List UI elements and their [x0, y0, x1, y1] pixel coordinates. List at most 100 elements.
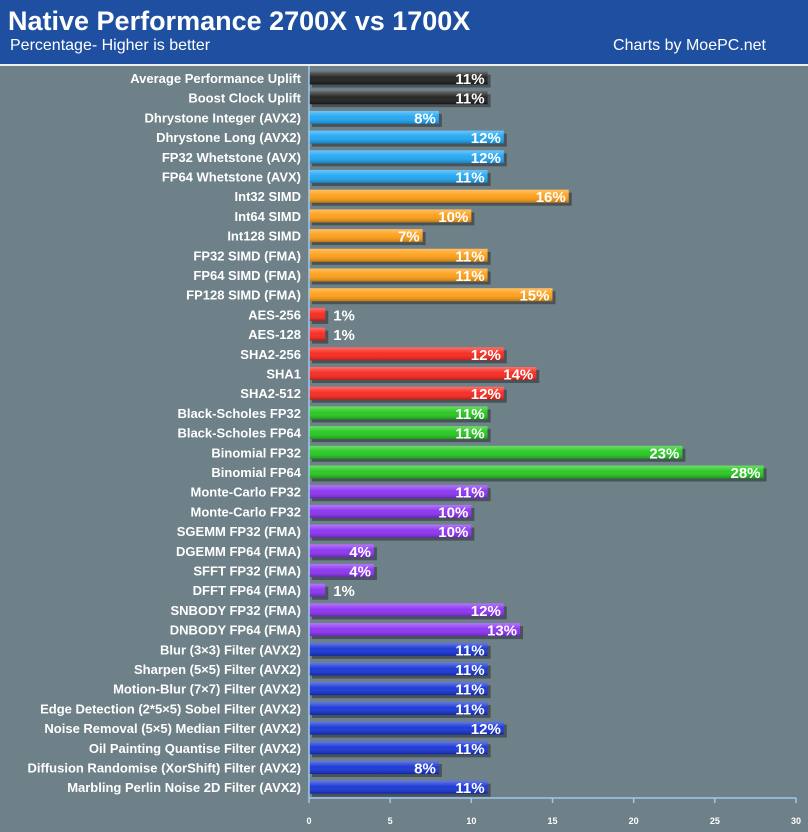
value-label: 12%: [471, 150, 501, 167]
chart-header: Native Performance 2700X vs 1700X Percen…: [0, 0, 808, 66]
category-label: Marbling Perlin Noise 2D Filter (AVX2): [67, 780, 301, 795]
category-label: FP32 SIMD (FMA): [193, 248, 301, 263]
value-label: 11%: [455, 485, 484, 502]
value-label: 4%: [349, 544, 371, 561]
value-label: 23%: [649, 445, 679, 462]
value-label: 11%: [455, 701, 484, 718]
bar-highlight: [309, 327, 326, 341]
bar-highlight: [309, 386, 504, 400]
category-label: Monte-Carlo FP32: [190, 485, 301, 500]
value-label: 11%: [455, 71, 484, 88]
category-label: SGEMM FP32 (FMA): [177, 524, 301, 539]
category-label: AES-256: [248, 307, 301, 322]
bar-highlight: [309, 623, 521, 637]
bar-highlight: [309, 71, 488, 85]
bar-highlight: [309, 189, 569, 203]
bar-highlight: [309, 91, 488, 105]
category-label: Motion-Blur (7×7) Filter (AVX2): [113, 682, 301, 697]
category-label: Dhrystone Integer (AVX2): [144, 110, 301, 125]
category-label: Diffusion Randomise (XorShift) Filter (A…: [28, 761, 302, 776]
bar-highlight: [309, 150, 504, 164]
value-label: 28%: [731, 465, 761, 482]
bar-highlight: [309, 367, 537, 380]
bar-highlight: [309, 642, 488, 656]
bar-highlight: [309, 248, 488, 262]
category-label: Edge Detection (2*5×5) Sobel Filter (AVX…: [40, 701, 301, 716]
category-label: DNBODY FP64 (FMA): [170, 623, 301, 638]
value-label: 10%: [438, 504, 468, 521]
bar-highlight: [309, 544, 374, 558]
value-label: 14%: [503, 367, 533, 384]
category-label: Boost Clock Uplift: [188, 91, 301, 106]
category-label: FP64 SIMD (FMA): [193, 268, 301, 283]
category-label: Binomial FP64: [211, 465, 301, 480]
bar-highlight: [309, 662, 488, 676]
bar-highlight: [309, 603, 504, 617]
value-label: 7%: [398, 229, 420, 246]
category-label: Black-Scholes FP32: [177, 406, 301, 421]
value-label: 12%: [471, 347, 501, 364]
category-label: Blur (3×3) Filter (AVX2): [160, 642, 301, 657]
bar-highlight: [309, 445, 683, 459]
value-label: 1%: [333, 327, 355, 344]
value-label: 12%: [471, 603, 501, 620]
category-label: SHA2-512: [240, 386, 301, 401]
bar-highlight: [309, 268, 488, 282]
value-label: 11%: [455, 642, 484, 659]
category-label: FP64 Whetstone (AVX): [162, 170, 301, 185]
bar-highlight: [309, 406, 488, 420]
category-label: Sharpen (5×5) Filter (AVX2): [134, 662, 301, 677]
value-label: 16%: [536, 189, 566, 206]
bar-highlight: [309, 426, 488, 440]
category-label: Black-Scholes FP64: [177, 426, 301, 441]
bar-highlight: [309, 288, 553, 302]
bar-highlight: [309, 110, 439, 124]
value-label: 15%: [519, 288, 549, 305]
value-label: 1%: [333, 583, 355, 600]
bar-highlight: [309, 504, 472, 518]
bar-highlight: [309, 721, 504, 735]
bar-highlight: [309, 307, 326, 321]
x-tick-label: 10: [466, 816, 476, 826]
category-label: AES-128: [248, 327, 301, 342]
category-label: Int64 SIMD: [235, 209, 301, 224]
x-tick-label: 5: [388, 816, 393, 826]
value-label: 11%: [455, 426, 484, 443]
bar-highlight: [309, 583, 326, 597]
category-label: SNBODY FP32 (FMA): [171, 603, 302, 618]
bar-highlight: [309, 347, 504, 361]
x-tick-label: 0: [306, 816, 311, 826]
bar-highlight: [309, 465, 764, 479]
value-label: 11%: [455, 662, 484, 679]
value-label: 12%: [471, 386, 501, 403]
value-label: 11%: [455, 406, 484, 423]
category-label: FP32 Whetstone (AVX): [162, 150, 301, 165]
value-label: 11%: [455, 780, 484, 797]
bar-highlight: [309, 780, 488, 794]
value-label: 1%: [333, 307, 355, 324]
category-label: Noise Removal (5×5) Median Filter (AVX2): [44, 721, 301, 736]
bar-highlight: [309, 761, 439, 774]
value-label: 8%: [414, 761, 436, 778]
value-label: 12%: [471, 130, 501, 147]
value-label: 11%: [455, 741, 484, 758]
value-label: 8%: [414, 110, 436, 127]
category-label: Int128 SIMD: [227, 229, 301, 244]
category-label: DGEMM FP64 (FMA): [176, 544, 301, 559]
x-tick-label: 15: [547, 816, 557, 826]
category-label: SFFT FP32 (FMA): [193, 564, 301, 579]
value-label: 4%: [349, 564, 371, 581]
category-label: FP128 SIMD (FMA): [186, 288, 301, 303]
bar-highlight: [309, 701, 488, 715]
value-label: 11%: [455, 268, 484, 285]
bar-highlight: [309, 130, 504, 144]
x-tick-label: 20: [629, 816, 639, 826]
bar-highlight: [309, 209, 472, 223]
category-label: Oil Painting Quantise Filter (AVX2): [89, 741, 301, 756]
value-label: 13%: [487, 623, 517, 640]
value-label: 12%: [471, 721, 501, 738]
category-label: Int32 SIMD: [235, 189, 301, 204]
category-label: SHA2-256: [240, 347, 301, 362]
value-label: 10%: [438, 209, 468, 226]
